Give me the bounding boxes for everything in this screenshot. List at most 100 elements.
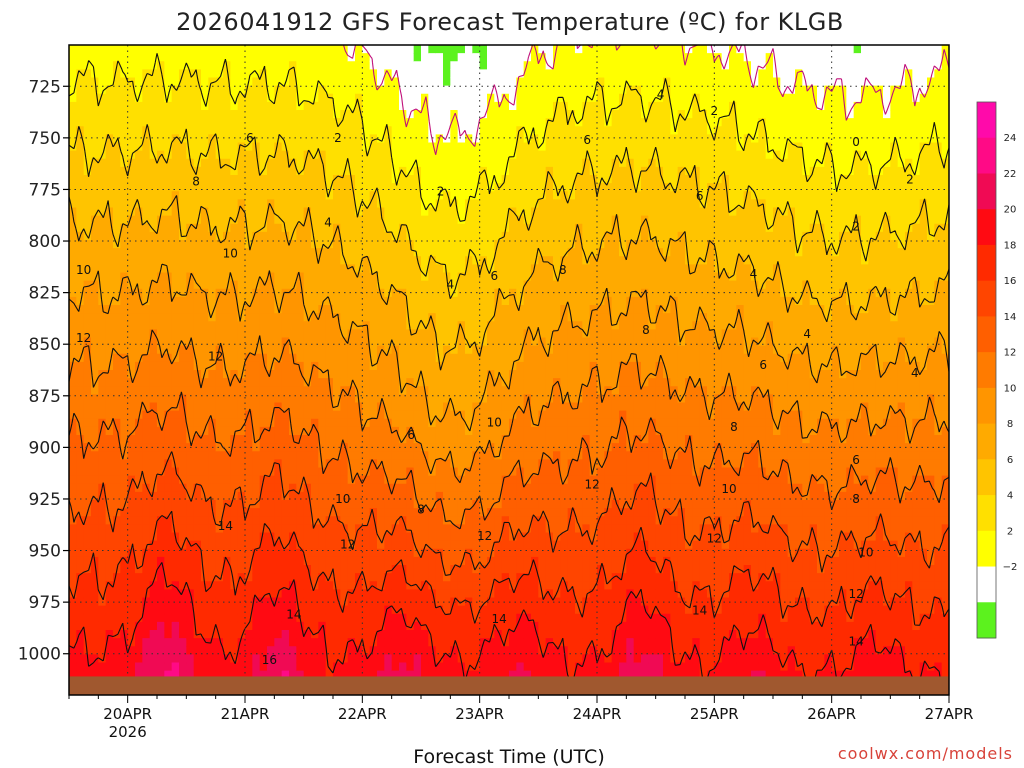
temperature-cell [325,199,334,209]
temperature-cell [325,353,334,363]
temperature-cell [487,459,495,469]
temperature-cell [457,329,466,339]
temperature-cell [289,605,297,615]
temperature-cell [472,93,481,103]
temperature-cell [164,670,173,680]
temperature-cell [83,500,92,509]
temperature-cell [472,361,481,371]
temperature-cell [193,118,202,127]
temperature-cell [369,378,378,387]
temperature-cell [149,248,158,257]
temperature-cell [149,605,158,615]
temperature-cell [215,110,224,119]
temperature-cell [428,386,437,395]
temperature-cell [443,532,451,542]
temperature-cell [201,183,209,192]
temperature-cell [157,589,165,599]
temperature-cell [421,370,429,379]
temperature-cell [193,410,202,420]
temperature-cell [465,418,473,428]
temperature-cell [362,77,371,87]
temperature-cell [91,402,99,412]
temperature-cell [399,175,407,184]
temperature-cell [135,248,143,257]
temperature-cell [193,435,202,444]
temperature-cell [479,410,488,420]
temperature-cell [355,158,363,168]
temperature-cell [443,126,451,135]
temperature-cell [340,191,349,200]
temperature-cell [113,443,121,452]
temperature-cell [208,240,217,249]
temperature-cell [325,126,334,135]
temperature-cell [223,556,231,566]
temperature-cell [472,638,481,647]
temperature-cell [120,638,129,647]
temperature-cell [318,500,327,509]
temperature-cell [340,508,349,517]
temperature-cell [171,613,180,623]
temperature-cell [113,175,121,184]
temperature-cell [259,272,268,282]
temperature-cell [281,540,290,550]
temperature-cell [245,532,253,542]
temperature-cell [135,305,143,314]
temperature-cell [472,207,481,217]
temperature-cell [91,240,99,249]
temperature-cell [105,613,114,623]
temperature-cell [311,134,319,144]
temperature-cell [113,69,121,79]
temperature-cell [369,337,378,347]
temperature-cell [289,386,297,395]
temperature-cell [91,345,99,355]
temperature-cell [333,329,341,339]
temperature-cell [186,223,195,233]
temperature-cell [391,231,400,241]
temperature-cell [201,451,209,460]
temperature-cell [113,231,121,241]
temperature-cell [516,378,525,387]
temperature-cell [259,483,268,493]
temperature-cell [91,426,99,436]
temperature-cell [406,500,415,509]
temperature-cell [435,475,444,485]
temperature-cell [465,329,473,339]
temperature-cell [355,118,363,127]
temperature-cell [384,353,393,363]
temperature-cell [318,69,327,79]
temperature-cell [479,402,488,412]
temperature-cell [311,223,319,233]
temperature-cell [406,589,415,599]
temperature-cell [223,662,231,672]
temperature-cell [333,353,341,363]
temperature-cell [501,313,510,322]
temperature-cell [428,605,437,615]
temperature-cell [399,61,407,70]
temperature-cell [311,313,319,322]
temperature-cell [201,158,209,168]
temperature-cell [296,248,305,257]
temperature-cell [347,150,356,160]
temperature-cell [215,166,224,176]
temperature-cell [318,402,327,412]
temperature-cell [494,435,503,444]
temperature-cell [421,630,429,639]
temperature-cell [120,264,129,274]
temperature-cell [384,110,393,119]
temperature-cell [369,573,378,582]
temperature-cell [435,483,444,493]
temperature-cell [120,126,129,135]
temperature-cell [509,508,517,517]
temperature-cell [142,248,151,257]
temperature-cell [215,183,224,192]
temperature-cell [157,556,165,566]
temperature-cell [325,532,334,542]
temperature-cell [105,394,114,404]
temperature-cell [391,524,400,534]
temperature-cell [120,166,129,176]
temperature-cell [333,670,341,680]
temperature-cell [127,207,136,217]
temperature-cell [369,654,378,664]
temperature-cell [355,223,363,233]
temperature-cell [149,280,158,290]
